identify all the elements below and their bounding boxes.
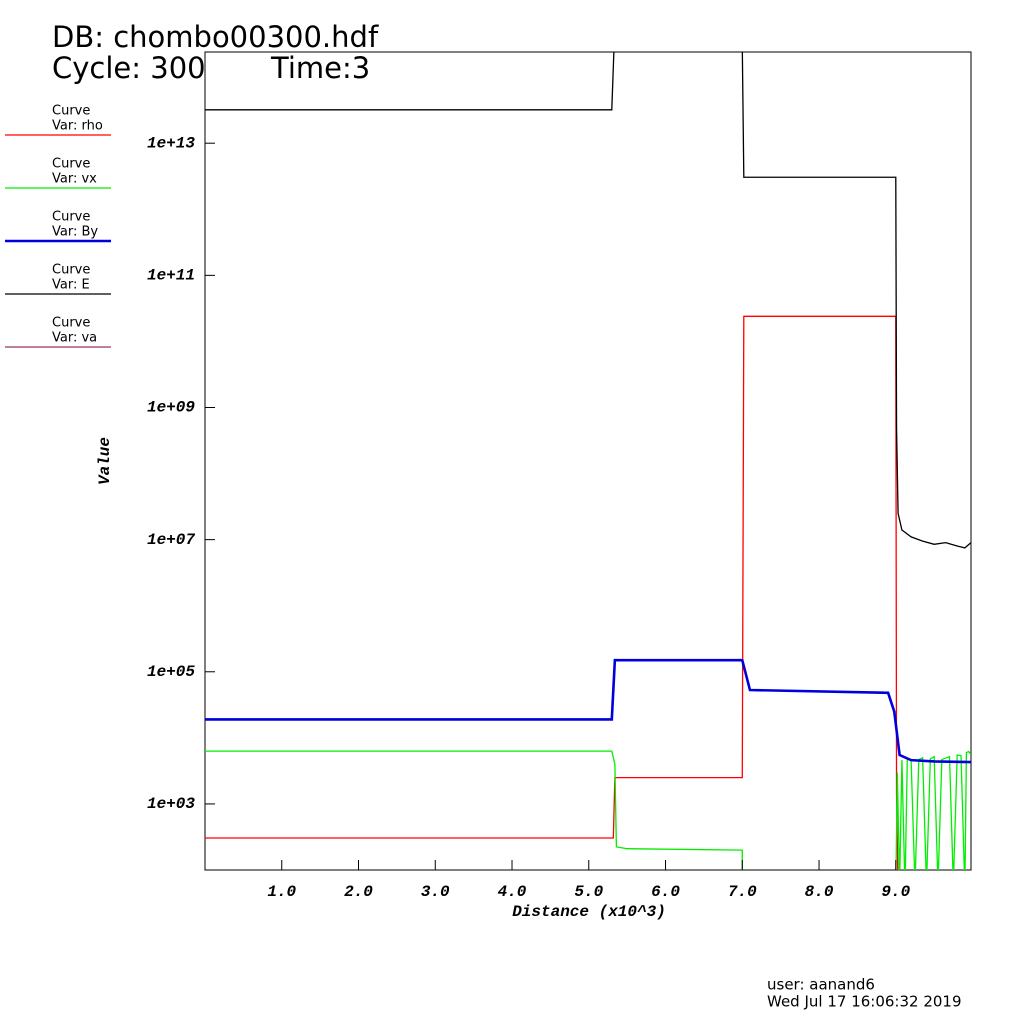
plot-frame	[204, 51, 972, 871]
legend-label: Var: rho	[52, 119, 103, 134]
series-line	[205, 750, 971, 870]
x-tick-label: 5.0	[574, 883, 603, 901]
legend-title: Curve	[52, 263, 90, 278]
x-tick-label: 3.0	[421, 883, 450, 901]
y-tick-label: 1e+05	[147, 663, 195, 681]
y-tick-label: 1e+07	[147, 531, 195, 549]
time-label: Time:3	[270, 51, 370, 85]
legend-title: Curve	[52, 316, 90, 331]
date-label: Wed Jul 17 16:06:32 2019	[767, 993, 962, 1011]
x-tick-label: 6.0	[651, 883, 680, 901]
legend-title: Curve	[52, 210, 90, 225]
legend-label: Var: By	[52, 225, 98, 240]
cycle-label: Cycle: 300	[52, 51, 206, 85]
plot-lines	[205, 52, 971, 870]
chart-title: DB: chombo00300.hdf	[52, 20, 379, 54]
legend-title: Curve	[52, 104, 90, 119]
user-label: user: aanand6	[767, 976, 875, 994]
series-line	[205, 315, 899, 870]
y-tick-label: 1e+11	[147, 267, 195, 285]
legend-label: Var: E	[52, 278, 90, 293]
x-tick-label: 2.0	[344, 883, 373, 901]
y-tick-label: 1e+09	[147, 399, 195, 417]
legend-title: Curve	[52, 157, 90, 172]
x-tick-label: 9.0	[881, 883, 910, 901]
series-line	[205, 658, 971, 764]
x-tick-label: 4.0	[498, 883, 527, 901]
y-tick-label: 1e+13	[147, 134, 195, 152]
x-tick-label: 8.0	[805, 883, 834, 901]
series-line	[205, 52, 971, 549]
y-tick-label: 1e+03	[147, 795, 195, 813]
legend-label: Var: va	[52, 331, 97, 346]
y-axis-label: Value	[96, 437, 114, 485]
x-tick-label: 1.0	[267, 883, 296, 901]
legend-label: Var: vx	[52, 172, 97, 187]
x-tick-label: 7.0	[728, 883, 757, 901]
x-axis-label: Distance (x10^3)	[512, 903, 666, 921]
